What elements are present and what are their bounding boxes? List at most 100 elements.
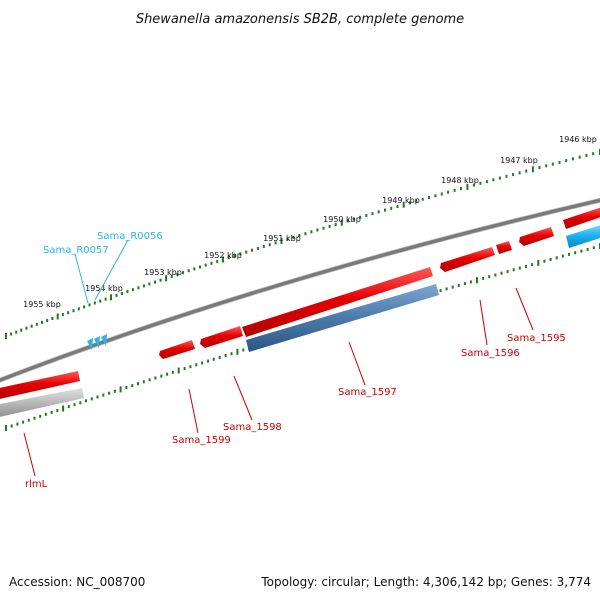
leader-sama-r0056	[94, 239, 129, 301]
minor-tick	[268, 243, 271, 247]
minor-tick	[154, 376, 157, 380]
minor-tick	[120, 292, 123, 295]
minor-tick	[131, 384, 134, 388]
minor-tick	[61, 313, 64, 317]
major-tick	[466, 183, 469, 190]
major-tick	[62, 405, 65, 412]
gene-label-sama-1595[interactable]: Sama_1595	[507, 333, 566, 344]
gene-sama-1597-forward[interactable]	[242, 267, 433, 337]
minor-tick	[346, 219, 349, 223]
minor-tick	[104, 297, 107, 301]
major-tick	[5, 425, 7, 431]
major-tick	[280, 238, 283, 244]
minor-tick	[256, 246, 259, 250]
leader-sama-1595	[515, 287, 534, 331]
minor-tick	[463, 282, 466, 286]
minor-tick	[555, 256, 558, 260]
minor-tick	[439, 289, 442, 293]
kbp-label: 1951 kbp	[263, 234, 301, 243]
minor-tick	[233, 254, 236, 258]
genome-backbone-core	[0, 198, 600, 383]
minor-tick	[46, 318, 49, 322]
minor-tick	[518, 171, 521, 175]
minor-tick	[482, 276, 485, 280]
gene-rlml[interactable]	[0, 388, 84, 418]
gene-sama-1595[interactable]	[519, 227, 554, 246]
minor-tick	[10, 424, 13, 428]
minor-tick	[469, 280, 472, 284]
minor-tick	[212, 357, 215, 361]
gene-rlml-upper[interactable]	[0, 371, 80, 400]
minor-tick	[102, 393, 105, 397]
minor-tick	[159, 278, 162, 282]
leader-sama-1596	[479, 299, 488, 346]
gene-sama-1598[interactable]	[200, 326, 243, 348]
minor-tick	[79, 401, 82, 405]
minor-tick	[85, 399, 87, 403]
minor-tick	[472, 183, 475, 187]
minor-tick	[310, 230, 313, 234]
minor-tick	[142, 380, 145, 384]
minor-tick	[286, 237, 289, 241]
minor-tick	[187, 269, 190, 273]
minor-tick	[148, 282, 151, 286]
minor-tick	[574, 251, 577, 255]
trna-chevron	[87, 338, 93, 350]
gene-label-sama-1596[interactable]: Sama_1596	[461, 348, 520, 359]
minor-tick	[551, 162, 554, 166]
gene-label-sama-r0056[interactable]: Sama_R0056	[97, 231, 163, 242]
gene-right-edge-cyan[interactable]	[566, 224, 600, 248]
minor-tick	[166, 372, 169, 376]
gene-label-sama-1599[interactable]: Sama_1599	[172, 435, 231, 446]
major-tick	[119, 386, 122, 393]
minor-tick	[154, 280, 156, 284]
gene-label-sama-r0057[interactable]: Sama_R0057	[43, 245, 109, 256]
minor-tick	[50, 410, 53, 414]
outer-tick-ring	[5, 149, 600, 339]
gene-right-edge-red[interactable]	[563, 207, 600, 229]
minor-tick	[453, 188, 456, 192]
minor-tick	[227, 256, 230, 260]
minor-tick	[10, 332, 13, 336]
gene-sama-1597[interactable]	[246, 284, 439, 352]
minor-tick	[571, 157, 574, 161]
minor-tick	[498, 176, 501, 180]
kbp-label: 1946 kbp	[559, 135, 597, 144]
gene-small-red[interactable]	[496, 241, 512, 254]
minor-tick	[500, 271, 503, 275]
minor-tick	[207, 359, 209, 363]
leader-sama-1598	[233, 375, 253, 421]
minor-tick	[384, 208, 386, 212]
minor-tick	[148, 378, 151, 382]
minor-tick	[415, 199, 418, 203]
kbp-label: 1947 kbp	[500, 156, 538, 165]
trna-chevrons[interactable]	[87, 334, 107, 350]
leader-rlml	[23, 432, 36, 477]
minor-tick	[137, 286, 140, 290]
gene-label-sama-1597[interactable]: Sama_1597	[338, 387, 397, 398]
minor-tick	[77, 307, 80, 311]
kbp-label: 1948 kbp	[441, 176, 479, 185]
minor-tick	[538, 166, 541, 170]
minor-tick	[115, 293, 118, 297]
minor-tick	[176, 273, 179, 276]
gene-sama-1596[interactable]	[440, 247, 495, 272]
gene-label-sama-1598[interactable]: Sama_1598	[223, 422, 282, 433]
minor-tick	[512, 173, 515, 177]
kbp-label: 1949 kbp	[382, 196, 420, 205]
gene-label-rlml[interactable]: rlmL	[25, 479, 48, 490]
leader-sama-r0057	[74, 253, 89, 304]
minor-tick	[585, 153, 588, 157]
minor-tick	[182, 271, 184, 275]
minor-tick	[16, 422, 19, 426]
minor-tick	[160, 374, 163, 378]
gene-sama-1599[interactable]	[159, 340, 195, 359]
minor-tick	[565, 159, 568, 163]
minor-tick	[189, 365, 192, 369]
minor-tick	[27, 418, 30, 422]
minor-tick	[224, 354, 227, 357]
minor-tick	[41, 320, 43, 324]
major-tick	[165, 275, 168, 282]
kbp-labels: 1946 kbp 1947 kbp 1948 kbp 1949 kbp 1950…	[23, 135, 597, 309]
minor-tick	[359, 215, 362, 219]
